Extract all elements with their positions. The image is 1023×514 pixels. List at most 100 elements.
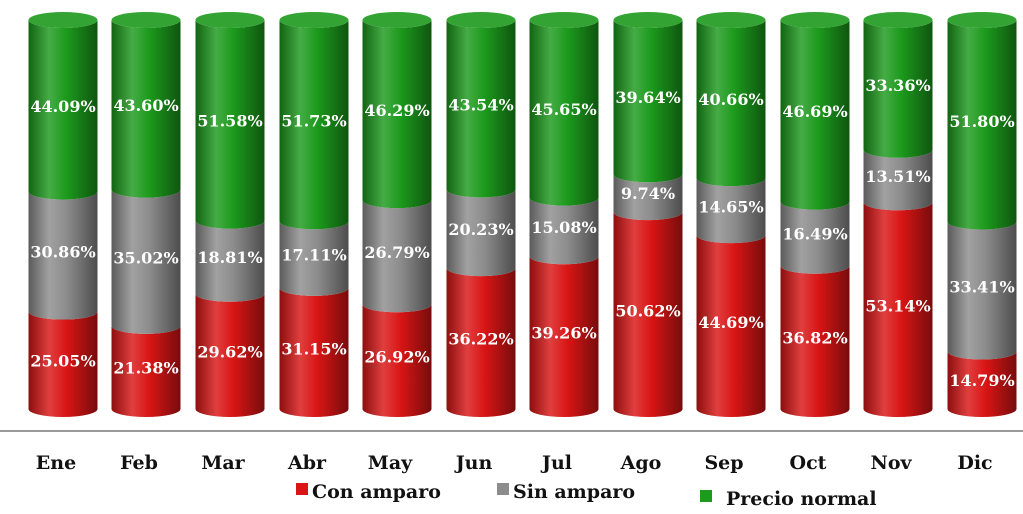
bar-segment-sin-amparo-sep [696,178,766,244]
bar-segment-sin-amparo-mar [195,220,265,302]
data-label-sin-amparo-may: 26.79% [364,243,429,262]
x-tick-abr: Abr [287,452,327,474]
bar-segment-sin-amparo-feb [111,189,181,334]
data-label-precio-normal-sep: 40.66% [698,90,763,109]
bar-top-cap-sep [696,12,766,28]
data-label-con-amparo-oct: 36.82% [782,328,847,347]
data-label-precio-normal-mar: 51.58% [197,111,262,130]
legend: Con amparo Sin amparo Precio normal [296,481,877,510]
x-tick-mar: Mar [201,452,245,474]
data-label-precio-normal-feb: 43.60% [113,96,178,115]
data-label-precio-normal-nov: 33.36% [865,76,930,95]
legend-swatch-sin-amparo [497,483,509,495]
legend-label-sin-amparo: Sin amparo [513,481,635,503]
bar-segment-precio-normal-jun [446,20,516,198]
bar-top-cap-abr [279,12,349,29]
data-label-con-amparo-mar: 29.62% [197,342,262,361]
data-label-con-amparo-sep: 44.69% [698,313,763,332]
bar-segment-con-amparo-nov [863,202,933,417]
bar-segment-con-amparo-abr [279,287,349,417]
bar-segment-con-amparo-jul [529,256,599,417]
bar-top-cap-jul [529,12,599,29]
data-label-precio-normal-jun: 43.54% [448,96,513,115]
legend-label-con-amparo: Con amparo [312,481,441,503]
bar-segment-precio-normal-ago [613,20,683,183]
bar-segment-sin-amparo-jul [529,197,599,265]
bar-segment-con-amparo-dic [947,351,1017,417]
data-label-con-amparo-jun: 36.22% [448,330,513,349]
bar-segment-con-amparo-oct [780,265,850,417]
data-label-sin-amparo-ago: 9.74% [621,184,675,203]
bar-segment-sin-amparo-may [362,200,432,313]
bar-segment-precio-normal-sep [696,20,766,187]
data-label-sin-amparo-dic: 33.41% [949,277,1014,296]
bar-segment-con-amparo-sep [696,235,766,417]
data-label-precio-normal-ene: 44.09% [30,97,95,116]
bar-segment-precio-normal-ene [28,20,98,200]
bar-segment-sin-amparo-abr [279,221,349,296]
bar-segment-precio-normal-oct [780,20,850,210]
bar-segment-con-amparo-may [362,304,432,417]
bar-top-cap-jun [446,12,516,29]
data-label-precio-normal-abr: 51.73% [281,112,346,131]
data-label-precio-normal-may: 46.29% [364,101,429,120]
x-tick-labels: Ene Feb Mar Abr May Jun Jul Ago Sep Oct Nov Dic [36,452,993,474]
x-tick-nov: Nov [870,452,912,474]
data-label-sin-amparo-abr: 17.11% [281,246,346,265]
bar-top-cap-nov [863,11,933,28]
data-label-sin-amparo-feb: 35.02% [113,249,178,268]
x-tick-may: May [368,452,413,474]
data-label-precio-normal-dic: 51.80% [949,112,1014,131]
bar-segment-sin-amparo-dic [947,221,1017,360]
x-tick-jul: Jul [540,452,572,474]
data-label-sin-amparo-sep: 14.65% [698,198,763,217]
bar-segment-precio-normal-nov [863,19,933,158]
bar-segment-sin-amparo-jun [446,189,516,277]
bar-top-cap-oct [780,12,850,28]
bar-segment-con-amparo-ene [28,311,98,417]
data-label-sin-amparo-jul: 15.08% [531,218,596,237]
data-label-con-amparo-may: 26.92% [364,348,429,367]
bar-top-cap-feb [111,12,181,28]
data-label-con-amparo-abr: 31.15% [281,339,346,358]
data-label-con-amparo-dic: 14.79% [949,371,1014,390]
bar-segment-con-amparo-mar [195,293,265,417]
bar-top-cap-ene [28,12,98,28]
x-tick-ago: Ago [620,452,662,474]
data-label-con-amparo-nov: 53.14% [865,297,930,316]
data-label-sin-amparo-oct: 16.49% [782,225,847,244]
bar-segment-precio-normal-abr [279,20,349,230]
bar-top-cap-dic [947,12,1017,28]
legend-swatch-precio-normal [700,490,712,502]
data-label-sin-amparo-ene: 30.86% [30,243,95,262]
bar-segment-con-amparo-feb [111,325,181,417]
data-label-con-amparo-ago: 50.62% [615,302,680,321]
bar-segment-precio-normal-feb [111,20,181,198]
data-label-sin-amparo-mar: 18.81% [197,248,262,267]
data-label-con-amparo-feb: 21.38% [113,358,178,377]
bar-segment-con-amparo-ago [613,212,683,417]
bar-top-cap-ago [613,12,683,28]
data-label-con-amparo-ene: 25.05% [30,351,95,370]
bar-segment-sin-amparo-oct [780,201,850,274]
legend-label-precio-normal: Precio normal [726,488,877,510]
legend-swatch-con-amparo [296,483,308,495]
bar-segment-sin-amparo-ago [613,174,683,221]
bar-segment-sin-amparo-ene [28,191,98,320]
data-label-con-amparo-jul: 39.26% [531,324,596,343]
bar-segment-precio-normal-jul [529,20,599,206]
x-tick-feb: Feb [120,452,158,474]
data-label-sin-amparo-nov: 13.51% [865,167,930,186]
x-tick-sep: Sep [704,452,743,474]
bar-segment-precio-normal-may [362,20,432,209]
bar-top-cap-mar [195,11,265,28]
bar-segment-con-amparo-jun [446,268,516,417]
data-label-sin-amparo-jun: 20.23% [448,220,513,239]
x-tick-oct: Oct [790,452,827,474]
data-label-precio-normal-oct: 46.69% [782,102,847,121]
bar-segment-precio-normal-mar [195,19,265,229]
x-tick-ene: Ene [36,452,76,474]
bar-segment-sin-amparo-nov [863,149,933,211]
x-tick-dic: Dic [957,452,992,474]
